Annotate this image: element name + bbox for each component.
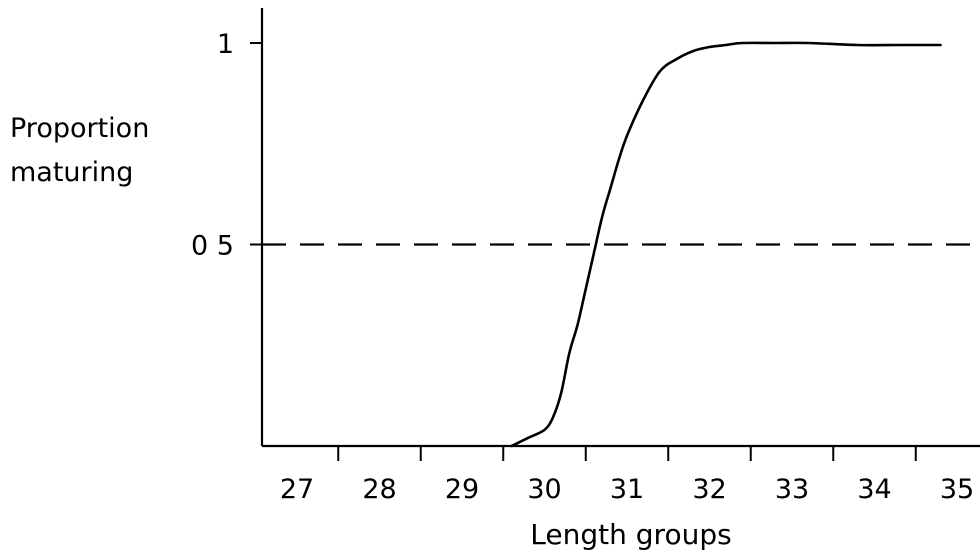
x-tick-label: 27 [280,474,314,505]
x-tick-label: 32 [692,474,726,505]
y-axis-title-line-1: Proportion [10,113,149,144]
x-tick-label: 35 [940,474,974,505]
x-tick-label: 33 [775,474,809,505]
y-axis-title-line-2: maturing [10,157,133,188]
y-axis-title: Proportion maturing [10,113,149,188]
x-tick-label: 28 [362,474,396,505]
x-axis-title: Length groups [530,518,731,551]
x-tick-label: 29 [445,474,479,505]
x-tick-label: 34 [857,474,891,505]
y-tick-label: 0 5 [191,231,234,262]
x-tick-label: 31 [610,474,644,505]
x-tick-label: 30 [527,474,561,505]
y-tick-label: 1 [217,29,234,60]
series-line [510,41,942,448]
